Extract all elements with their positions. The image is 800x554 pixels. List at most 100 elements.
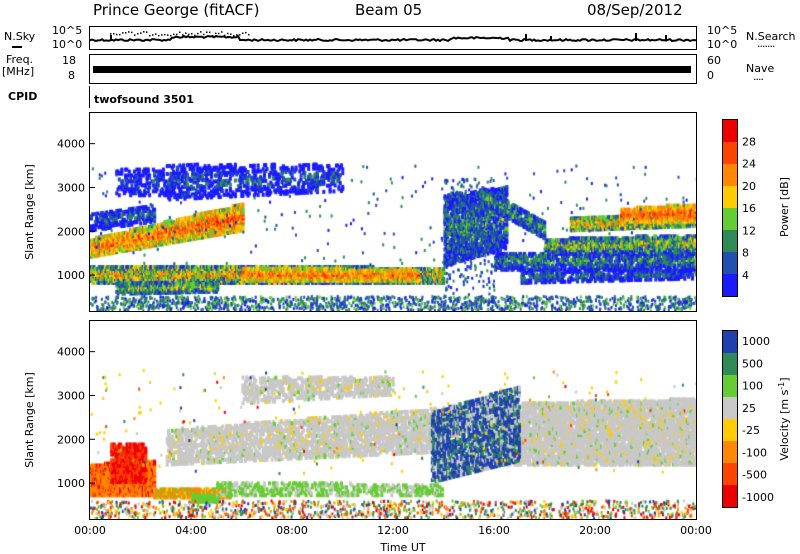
- nsearch-dot: [152, 34, 154, 36]
- nsearch-dot: [146, 31, 148, 33]
- time-tick-2: 08:00: [276, 524, 308, 537]
- velocity-ctick-2: 100: [742, 380, 763, 393]
- power-heatmap: [90, 113, 696, 311]
- nsearch-dot: [173, 33, 175, 36]
- nsearch-dot: [221, 31, 223, 33]
- nsearch-dot: [155, 33, 157, 35]
- power-ctick-8: 8: [742, 247, 749, 260]
- date-label: 08/Sep/2012: [587, 1, 683, 19]
- power-colorbar: [722, 119, 738, 297]
- nsearch-dot: [170, 34, 172, 37]
- power-ytick-1000: 1000: [57, 269, 85, 282]
- freq-strip-frame: [89, 54, 697, 84]
- nsky-spike: [525, 34, 527, 41]
- power-colorbar-swatch: [723, 274, 737, 296]
- freq-band: [93, 66, 691, 73]
- nsearch-dot: [182, 34, 184, 36]
- nsearch-dot: [188, 33, 190, 36]
- power-colorbar-swatch: [723, 120, 737, 142]
- nsearch-dot: [206, 31, 208, 33]
- velocity-ytick-2000: 2000: [57, 433, 85, 446]
- nsearch-dot: [128, 31, 130, 33]
- power-panel-frame: [89, 112, 697, 312]
- velocity-ctick-6: -500: [742, 469, 767, 482]
- power-colorbar-label: Power [dB]: [778, 177, 791, 237]
- velocity-colorbar-swatch: [723, 485, 737, 507]
- power-colorbar-axis: 4 8 12 16 20 24 28 Power [dB]: [742, 135, 791, 282]
- nsearch-label: N.Search: [746, 30, 796, 43]
- velocity-ylabel: Slant Range [km]: [23, 372, 36, 468]
- nsearch-dot: [140, 32, 142, 34]
- nsearch-dot: [230, 33, 232, 36]
- nsearch-tick-bottom: 10^0: [707, 38, 738, 51]
- velocity-panel-frame: [89, 320, 697, 520]
- velocity-colorbar-swatch: [723, 441, 737, 463]
- time-axis-label: Time UT: [379, 541, 425, 554]
- time-axis: 00:00 04:00 08:00 12:00 16:00 20:00 00:00 Time…: [74, 524, 712, 554]
- nsearch-dot: [224, 34, 226, 37]
- nsearch-dot: [197, 32, 199, 35]
- velocity-colorbar-label: Velocity [m s-1]: [777, 377, 792, 460]
- velocity-ctick-0: 1000: [742, 335, 770, 348]
- power-ctick-12: 12: [742, 224, 756, 237]
- nsearch-dot: [185, 32, 187, 34]
- nsky-legend-line: [12, 46, 22, 48]
- nsearch-dot: [119, 33, 121, 36]
- power-ctick-4: 4: [742, 269, 749, 282]
- power-ytick-2000: 2000: [57, 225, 85, 238]
- nsky-spike: [110, 35, 112, 41]
- velocity-colorbar-swatch: [723, 375, 737, 397]
- velocity-colorbar: [722, 330, 738, 508]
- nsearch-dot: [236, 34, 238, 36]
- velocity-colorbar-swatch: [723, 331, 737, 353]
- nsearch-dot: [242, 32, 244, 35]
- velocity-colorbar-swatch: [723, 419, 737, 441]
- nsearch-dot: [191, 32, 193, 35]
- time-tick-5: 20:00: [579, 524, 611, 537]
- time-tick-3: 12:00: [377, 524, 409, 537]
- nsearch-dot: [116, 33, 118, 36]
- beam-label: Beam 05: [355, 1, 423, 19]
- velocity-ctick-1: 500: [742, 357, 763, 370]
- nsearch-dot: [215, 32, 217, 35]
- nsearch-dot: [143, 31, 145, 33]
- power-colorbar-swatch: [723, 230, 737, 252]
- nsky-tick-bottom: 10^0: [52, 38, 83, 51]
- power-colorbar-swatch: [723, 208, 737, 230]
- velocity-colorbar-swatch: [723, 353, 737, 375]
- power-y-axis: 1000 2000 3000 4000 Slant Range [km]: [23, 138, 95, 282]
- nsearch-dot: [110, 33, 112, 35]
- velocity-ytick-3000: 3000: [57, 389, 85, 402]
- nsearch-dot: [239, 34, 241, 36]
- nave-tick-0: 0: [707, 69, 714, 82]
- power-colorbar-swatch: [723, 252, 737, 274]
- radar-title: Prince George (fitACF): [93, 1, 260, 19]
- nsearch-dot: [176, 33, 178, 36]
- nsearch-dot: [179, 31, 181, 34]
- nsky-spike: [550, 36, 552, 41]
- nsearch-dot: [131, 31, 133, 34]
- nsearch-dot: [245, 31, 247, 34]
- cpid-program: twofsound 3501: [94, 93, 194, 106]
- freq-tick-18: 18: [62, 54, 76, 67]
- nsearch-dot: [227, 32, 229, 35]
- power-ctick-20: 20: [742, 180, 756, 193]
- nave-dots: ····: [753, 73, 764, 86]
- time-tick-6: 00:00: [680, 524, 712, 537]
- nsearch-dot: [137, 32, 139, 35]
- nsearch-dot: [200, 31, 202, 33]
- nsearch-dot: [161, 34, 163, 36]
- velocity-ytick-1000: 1000: [57, 477, 85, 490]
- nsearch-dot: [125, 32, 127, 34]
- nsky-line: [89, 34, 697, 43]
- nsearch-dot: [134, 34, 136, 36]
- velocity-ctick-7: -1000: [742, 491, 774, 504]
- cpid-divider: [89, 86, 90, 108]
- nsearch-dots: ·······: [757, 40, 776, 53]
- nsky-spike: [665, 35, 667, 41]
- nsky-trace: [89, 31, 697, 43]
- freq-unit-label: [MHz]: [2, 65, 35, 78]
- nsky-spike: [635, 33, 637, 41]
- nsky-tick-top: 10^5: [52, 24, 83, 37]
- nsearch-dot: [113, 33, 115, 35]
